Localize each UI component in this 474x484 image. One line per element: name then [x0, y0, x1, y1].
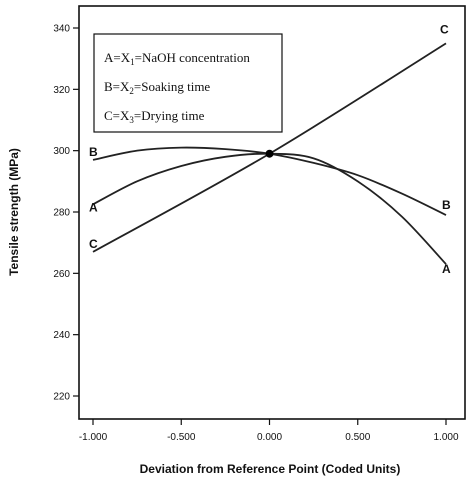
- x-tick-label: 0.000: [257, 432, 282, 443]
- legend-entry-b: B=X2=Soaking time: [104, 79, 210, 96]
- plot-frame: [78, 5, 466, 420]
- reference-point-marker: [265, 149, 274, 158]
- series-label-start-c: C: [89, 237, 98, 251]
- x-tick-label: 0.500: [345, 432, 370, 443]
- y-axis-title: Tensile strength (MPa): [7, 148, 21, 276]
- series-label-end-b: B: [442, 198, 451, 212]
- legend: A=X1=NaOH concentration B=X2=Soaking tim…: [93, 33, 283, 133]
- y-tick-label: 260: [53, 269, 70, 280]
- x-axis-title: Deviation from Reference Point (Coded Un…: [140, 462, 401, 476]
- legend-entry-c: C=X3=Drying time: [104, 108, 205, 125]
- x-tick-label: -1.000: [79, 432, 108, 443]
- y-tick-label: 340: [53, 24, 70, 35]
- y-tick-label: 320: [53, 85, 70, 96]
- series-label-start-b: B: [89, 145, 98, 159]
- x-axis-ticks: -1.000 -0.500 0.000 0.500 1.000: [79, 419, 459, 443]
- series-label-end-a: A: [442, 262, 451, 276]
- y-tick-label: 280: [53, 208, 70, 219]
- y-tick-label: 220: [53, 392, 70, 403]
- series-line-a: [92, 152, 447, 265]
- x-tick-label: -0.500: [167, 432, 196, 443]
- y-tick-label: 300: [53, 146, 70, 157]
- legend-entry-a: A=X1=NaOH concentration: [104, 50, 250, 67]
- series-label-start-a: A: [89, 200, 98, 214]
- x-tick-label: 1.000: [433, 432, 458, 443]
- y-tick-label: 240: [53, 330, 70, 341]
- y-axis-ticks: 220 240 260 280 300 320 340: [53, 24, 79, 403]
- legend-box: [93, 33, 283, 133]
- series-label-end-c: C: [440, 22, 449, 36]
- plot-area: A A B B C C: [89, 22, 451, 276]
